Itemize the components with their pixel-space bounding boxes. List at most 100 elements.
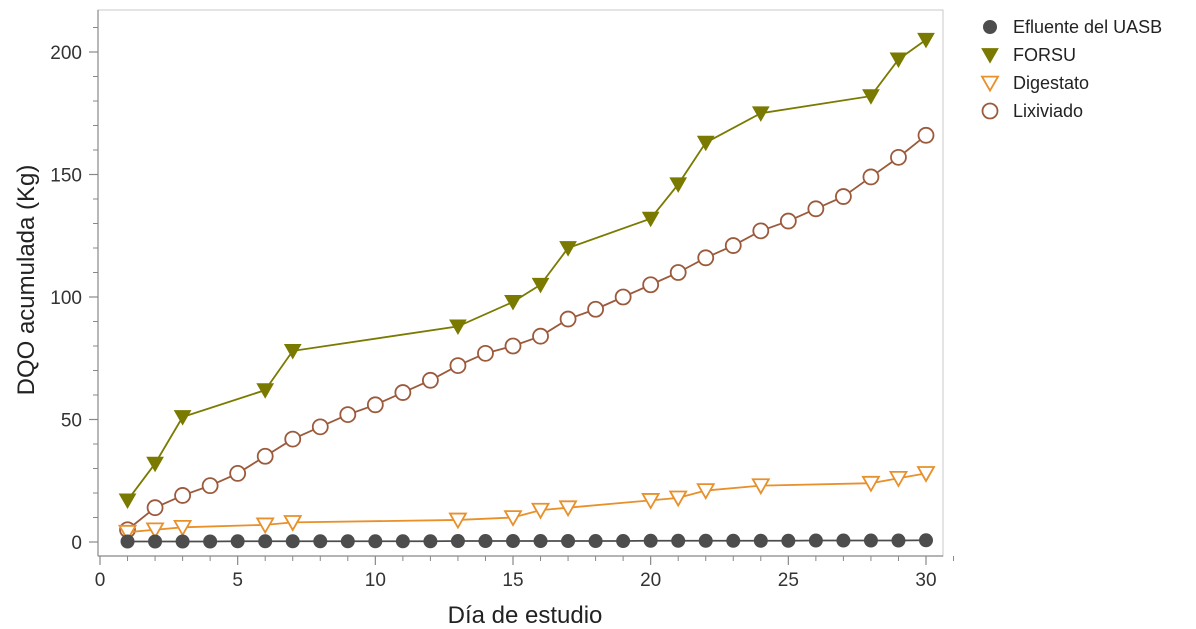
legend-marker-lixiviado [981, 102, 999, 120]
data-point-forsu [504, 295, 522, 311]
data-point-efluente-del-uasb [781, 533, 796, 548]
data-point-forsu [256, 383, 275, 399]
y-tick-label: 50 [61, 411, 82, 432]
data-point-digestato [668, 490, 688, 508]
data-point-digestato [558, 500, 578, 518]
data-point-lixiviado [339, 406, 357, 424]
plot-frame [97, 9, 944, 557]
data-point-efluente-del-uasb [203, 534, 218, 549]
y-tick-label: 150 [50, 166, 82, 187]
data-point-lixiviado [284, 430, 302, 448]
data-point-lixiviado [724, 237, 742, 254]
data-point-forsu [889, 52, 908, 68]
legend-marker-forsu [981, 48, 999, 64]
data-point-lixiviado [311, 418, 329, 436]
data-point-lixiviado [421, 371, 439, 389]
data-point-lixiviado [669, 264, 687, 281]
data-point-digestato [696, 483, 716, 500]
x-tick-label: 25 [778, 570, 799, 591]
data-point-efluente-del-uasb [175, 534, 190, 549]
data-point-efluente-del-uasb [863, 533, 878, 548]
data-point-lixiviado [862, 168, 880, 186]
data-point-efluente-del-uasb [919, 533, 933, 548]
data-point-efluente-del-uasb [148, 534, 163, 549]
data-point-lixiviado [201, 477, 219, 495]
series-forsu [118, 32, 935, 509]
y-axis-title: DQO acumulada (Kg) [13, 165, 40, 396]
plot-area [97, 9, 944, 557]
data-point-lixiviado [477, 344, 494, 362]
x-tick-label: 30 [915, 570, 936, 591]
data-point-efluente-del-uasb [478, 534, 493, 549]
data-point-lixiviado [835, 188, 852, 205]
series-efluente-del-uasb [120, 533, 933, 549]
data-point-efluente-del-uasb [230, 534, 245, 549]
data-point-digestato [255, 517, 275, 535]
data-point-lixiviado [559, 310, 577, 328]
data-point-forsu [173, 410, 192, 426]
data-point-lixiviado [890, 148, 907, 166]
series-line-digestato [127, 472, 927, 534]
legend-marker-digestato [980, 75, 1000, 93]
y-tick-label: 200 [50, 43, 82, 64]
x-tick-label: 10 [365, 570, 386, 591]
data-point-digestato [503, 510, 523, 527]
series-layer [117, 32, 936, 549]
data-point-digestato [173, 520, 193, 537]
data-point-lixiviado [807, 200, 825, 218]
data-point-forsu [641, 211, 660, 228]
data-point-lixiviado [394, 384, 412, 401]
data-point-efluente-del-uasb [313, 534, 328, 549]
data-point-forsu [559, 241, 577, 257]
data-point-lixiviado [642, 276, 660, 294]
data-point-efluente-del-uasb [643, 533, 658, 548]
data-point-forsu [118, 493, 137, 509]
legend-item-digestato: Digestato [980, 73, 1089, 93]
data-point-lixiviado [532, 327, 549, 345]
data-point-digestato [641, 493, 661, 510]
data-point-efluente-del-uasb [423, 534, 438, 549]
data-point-efluente-del-uasb [506, 534, 520, 549]
data-point-digestato [117, 524, 138, 542]
data-point-lixiviado [614, 288, 632, 306]
data-point-lixiviado [587, 300, 604, 318]
data-point-digestato [888, 470, 909, 488]
data-point-efluente-del-uasb [340, 534, 355, 549]
legend-marker-efluente-del-uasb [983, 20, 997, 34]
data-point-efluente-del-uasb [808, 533, 823, 548]
data-point-digestato [448, 512, 468, 530]
data-point-digestato [916, 466, 936, 483]
data-point-efluente-del-uasb [561, 534, 576, 549]
y-tick-label: 0 [71, 533, 82, 554]
data-point-efluente-del-uasb [891, 533, 906, 548]
legend-label: FORSU [1013, 45, 1076, 65]
data-point-lixiviado [752, 222, 770, 240]
legend-label: Lixiviado [1013, 101, 1083, 121]
data-point-lixiviado [256, 447, 274, 465]
legend-item-forsu: FORSU [981, 45, 1076, 65]
x-tick-label: 5 [232, 570, 243, 591]
data-point-efluente-del-uasb [258, 534, 273, 549]
legend-item-lixiviado: Lixiviado [981, 101, 1083, 121]
data-point-forsu [283, 344, 302, 360]
series-digestato [117, 466, 936, 542]
data-point-efluente-del-uasb [120, 534, 135, 549]
data-point-efluente-del-uasb [726, 533, 741, 548]
x-tick-label: 15 [502, 570, 523, 591]
data-point-digestato [530, 502, 551, 520]
data-point-efluente-del-uasb [533, 534, 548, 549]
data-point-forsu [531, 277, 550, 294]
series-line-efluente-del-uasb [127, 539, 927, 543]
data-point-efluente-del-uasb [616, 534, 631, 549]
x-axis-title: Día de estudio [448, 602, 603, 629]
data-point-lixiviado [366, 396, 384, 414]
data-point-forsu [696, 135, 715, 152]
data-point-efluente-del-uasb [395, 534, 410, 549]
data-point-lixiviado [779, 212, 797, 230]
data-point-forsu [917, 32, 935, 49]
data-point-efluente-del-uasb [450, 534, 465, 549]
legend: Efluente del UASB FORSU Digestato Lixiviado [980, 17, 1162, 121]
legend-label: Efluente del UASB [1013, 17, 1162, 37]
data-point-efluente-del-uasb [671, 533, 686, 548]
